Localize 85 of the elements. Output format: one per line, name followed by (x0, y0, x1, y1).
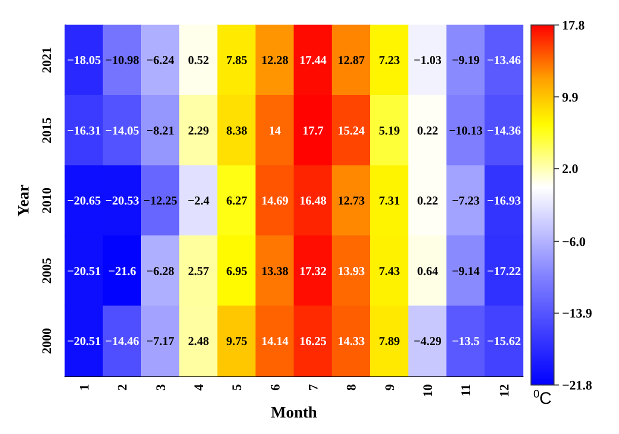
data-label: −6.24 (146, 53, 174, 68)
x-tick-label: 7 (306, 384, 321, 391)
data-label: 7.89 (378, 334, 400, 348)
data-label: 2.29 (188, 123, 210, 138)
x-tick-label: 1 (76, 384, 92, 391)
data-label: −15.62 (486, 334, 521, 348)
x-tick-label: 12 (496, 384, 512, 398)
data-label: 6.27 (226, 194, 248, 208)
data-label: 2.48 (188, 334, 210, 348)
data-label: 5.19 (378, 123, 400, 138)
data-label: −16.93 (486, 194, 521, 208)
data-label: −14.36 (486, 123, 521, 138)
data-label: 13.38 (261, 264, 288, 278)
x-tick-label: 5 (229, 384, 244, 391)
data-label: −13.46 (486, 53, 521, 68)
data-label: 14 (268, 123, 281, 138)
data-label: −9.14 (452, 264, 480, 278)
y-tick-label: 2010 (38, 188, 54, 214)
data-label: 0.22 (417, 123, 438, 138)
data-label: −7.17 (146, 334, 174, 348)
data-label: 17.7 (302, 123, 324, 138)
data-label: −14.05 (105, 123, 140, 138)
color-bar-label: 17.8 (562, 18, 586, 32)
data-label: 15.24 (338, 123, 365, 138)
color-bar-label: −6.0 (562, 234, 586, 249)
data-label: 0.64 (417, 264, 438, 278)
data-label: 7.31 (378, 194, 400, 208)
data-label: 14.14 (261, 334, 288, 348)
data-label: 16.48 (300, 194, 327, 208)
data-label: −9.19 (452, 53, 480, 68)
x-tick-label: 10 (420, 384, 436, 398)
data-label: 6.95 (226, 264, 248, 278)
data-label: −20.53 (105, 194, 140, 208)
data-label: 2.57 (188, 264, 210, 278)
data-label: −10.98 (105, 53, 140, 68)
x-tick-label: 8 (344, 384, 359, 391)
y-tick-label: 2015 (38, 116, 54, 144)
color-bar-label: 9.9 (562, 89, 579, 104)
data-label: −2.4 (188, 194, 210, 208)
data-label: −20.51 (67, 334, 101, 348)
color-bar-label: −13.9 (562, 306, 593, 321)
data-label: −1.03 (414, 53, 442, 68)
data-label: 7.43 (378, 264, 400, 278)
data-label: −20.51 (67, 264, 101, 278)
data-label: 12.28 (261, 53, 288, 68)
y-tick-label: 2000 (38, 328, 54, 354)
y-tick-label: 2021 (38, 47, 54, 74)
y-tick-label: 2005 (38, 257, 54, 284)
data-label: 9.75 (226, 334, 248, 348)
data-label: 12.73 (338, 194, 365, 208)
data-label: −4.29 (414, 334, 442, 348)
data-label: −18.05 (67, 53, 101, 68)
data-label: 7.23 (378, 53, 400, 68)
data-label: −21.6 (108, 264, 136, 278)
x-tick-label: 11 (458, 384, 474, 396)
data-label: −17.22 (486, 264, 521, 278)
data-label: 17.32 (300, 264, 327, 278)
x-tick-label: 9 (382, 384, 397, 391)
data-label: −10.13 (448, 123, 483, 138)
data-label: 14.69 (261, 194, 288, 208)
data-label: −20.65 (67, 194, 101, 208)
data-label: −6.28 (146, 264, 174, 278)
x-tick-label: 4 (191, 384, 206, 391)
color-bar-label: −21.8 (562, 378, 593, 392)
data-label: −7.23 (452, 194, 480, 208)
x-tick-label: 2 (114, 384, 130, 391)
x-axis-title: Month (270, 404, 318, 422)
data-label: −14.46 (105, 334, 140, 348)
data-label: −13.5 (452, 334, 480, 348)
data-label: 16.25 (300, 334, 327, 348)
data-label: 7.85 (226, 53, 248, 68)
data-label: −12.25 (143, 194, 178, 208)
color-bar-label: 2.0 (562, 161, 578, 176)
data-label: −16.31 (67, 123, 101, 138)
data-label: 8.38 (226, 123, 248, 138)
y-axis-title: Year (16, 184, 32, 217)
data-label: 17.44 (300, 53, 327, 68)
x-tick-label: 6 (267, 384, 282, 391)
data-label: 12.87 (338, 53, 365, 68)
data-label: −8.21 (146, 123, 174, 138)
data-label: 0.22 (417, 194, 438, 208)
data-label: 13.93 (338, 264, 365, 278)
data-label: 0.52 (188, 53, 210, 68)
data-label: 14.33 (338, 334, 365, 348)
x-tick-label: 3 (152, 384, 168, 391)
